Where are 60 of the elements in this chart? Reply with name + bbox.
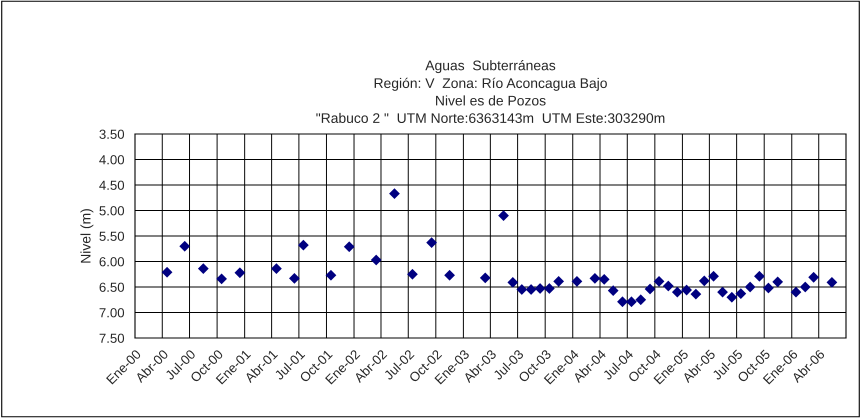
point: [534, 283, 546, 294]
point: [772, 276, 784, 288]
y-tick-label: 7.00: [100, 308, 124, 318]
point: [800, 282, 811, 292]
point: [370, 254, 382, 266]
point: [708, 270, 719, 282]
point: [790, 286, 802, 298]
y-tick-label: 4.00: [99, 155, 124, 164]
point: [544, 283, 555, 294]
y-tick-label: 6.00: [100, 257, 124, 266]
point: [672, 286, 683, 298]
y-tick-label: 7.50: [100, 334, 124, 343]
point: [654, 276, 664, 287]
point: [735, 288, 746, 300]
y-tick-label: 3.50: [99, 130, 124, 139]
point: [498, 210, 509, 221]
point: [298, 240, 309, 251]
point: [598, 274, 610, 285]
point: [635, 294, 646, 306]
point: [216, 273, 227, 284]
point: [198, 263, 209, 274]
point: [754, 270, 765, 282]
point: [726, 292, 738, 303]
point: [234, 267, 246, 278]
y-axis-title: Nivel (m): [80, 209, 94, 263]
point: [480, 272, 491, 284]
point: [826, 277, 838, 288]
point: [407, 268, 418, 280]
point: [553, 276, 564, 287]
point: [344, 241, 355, 252]
chart-title: Aguas Subterráneas Región: V Zona: Río Aconcagua Bajo Nivel es de Pozos "Rabuco 2 " UTM Norte:6363143m UTM Este:303290m: [316, 60, 664, 124]
point: [690, 288, 702, 300]
point: [526, 284, 536, 295]
y-tick-label: 6.50: [100, 282, 124, 292]
y-tick-label: 5.50: [99, 232, 124, 241]
y-tick-label: 5.00: [99, 206, 124, 216]
point: [626, 296, 637, 308]
point: [426, 237, 438, 248]
point: [808, 272, 820, 283]
point: [162, 266, 172, 278]
point: [644, 284, 656, 294]
point: [389, 188, 400, 200]
point: [698, 276, 710, 286]
point: [590, 272, 600, 284]
point: [617, 296, 628, 308]
point: [516, 284, 528, 295]
point: [289, 272, 300, 284]
point: [179, 240, 190, 252]
point: [717, 286, 728, 298]
point: [608, 285, 619, 296]
y-tick-label: 4.50: [99, 180, 124, 190]
point: [763, 282, 774, 294]
point: [326, 270, 336, 281]
point: [507, 277, 518, 288]
point: [444, 270, 455, 281]
point: [681, 284, 692, 296]
point: [271, 263, 282, 274]
point: [744, 282, 756, 292]
point: [572, 276, 582, 287]
point: [662, 280, 674, 292]
